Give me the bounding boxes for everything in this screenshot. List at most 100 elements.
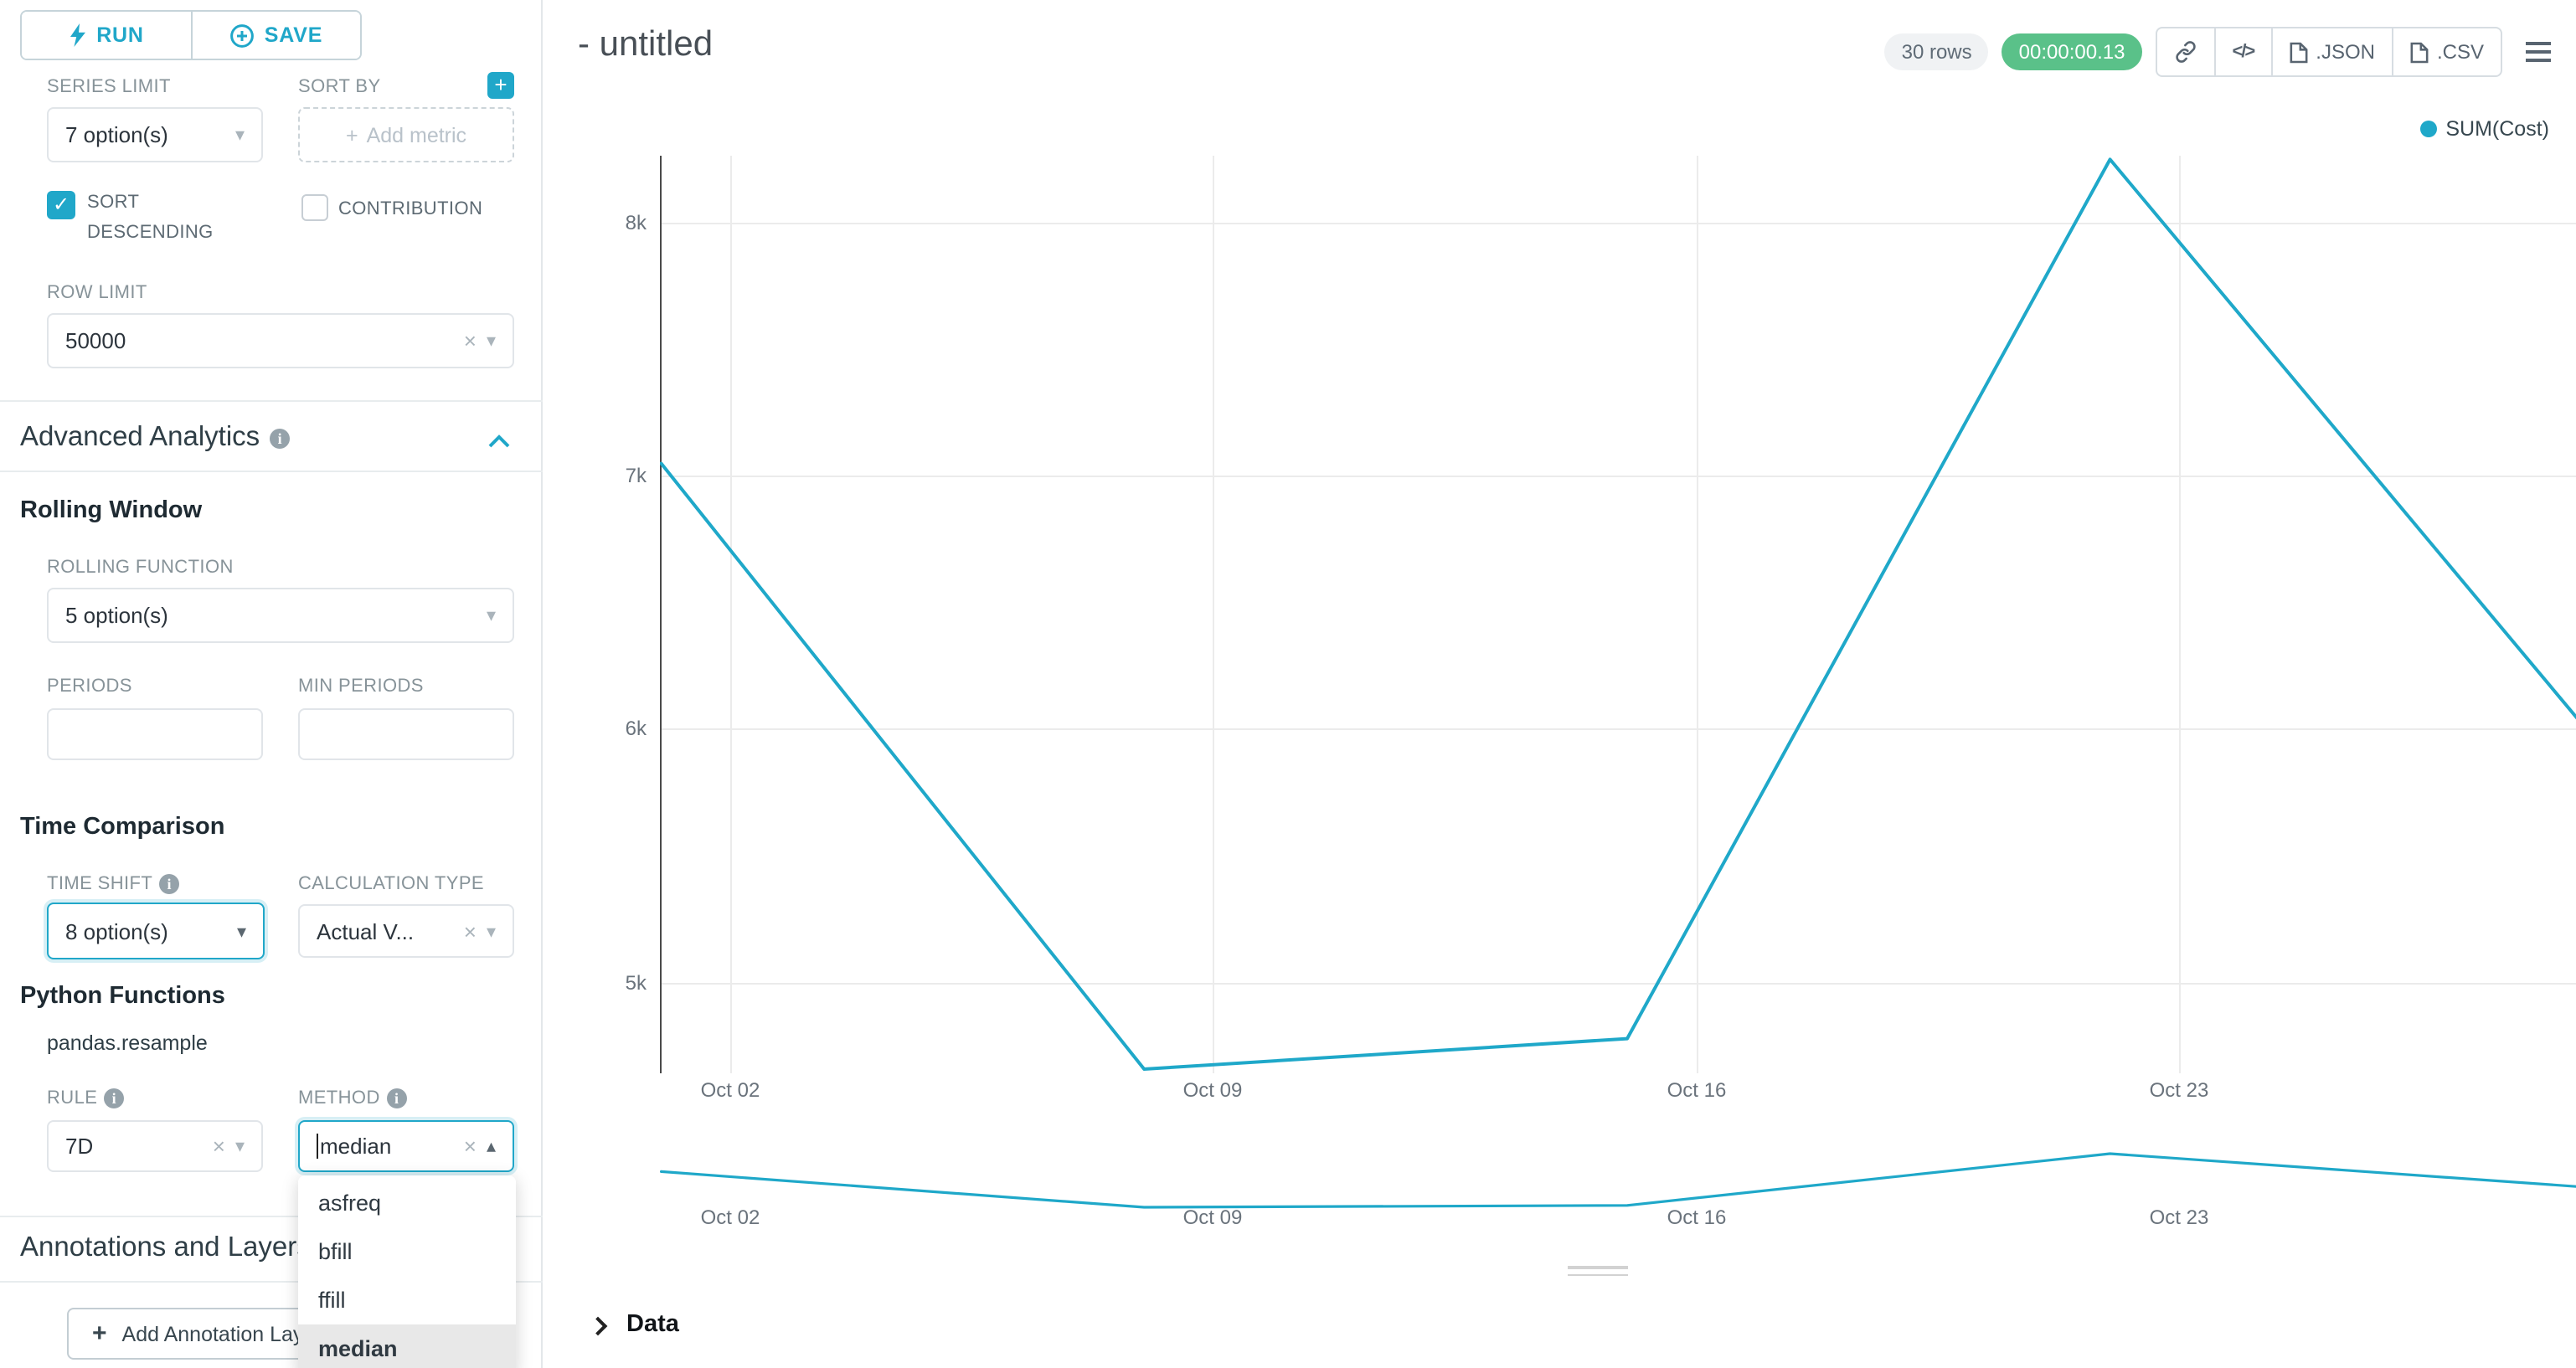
header-actions: 30 rows 00:00:00.13 </> .J: [1884, 27, 2559, 77]
chart-title[interactable]: - untitled: [578, 25, 714, 64]
mini-x-tick-label: Oct 23: [2149, 1206, 2209, 1229]
y-tick-label: 8k: [625, 211, 647, 234]
time-shift-select[interactable]: 8 option(s) ▾: [47, 903, 265, 959]
legend-dot-icon: [2420, 121, 2438, 137]
method-value: median: [320, 1134, 392, 1159]
section-divider: [0, 1281, 543, 1283]
section-divider: [0, 471, 543, 472]
mini-x-tick-label: Oct 02: [700, 1206, 760, 1229]
text-cursor: [317, 1134, 318, 1159]
sort-descending-checkbox[interactable]: ✓: [47, 191, 75, 219]
chart-panel: - untitled 30 rows 00:00:00.13 </>: [543, 0, 2576, 1368]
method-option-median[interactable]: median: [298, 1324, 516, 1368]
chevron-down-icon: ▾: [486, 606, 496, 626]
advanced-analytics-title: Advanced Analytics: [20, 422, 260, 452]
annotations-title: Annotations and Layers: [20, 1232, 311, 1263]
gridline: [1213, 156, 1214, 1073]
copy-link-button[interactable]: [2155, 27, 2216, 77]
sort-by-label: SORT BY: [298, 77, 381, 97]
method-label: METHOD i: [298, 1088, 407, 1108]
method-option-ffill[interactable]: ffill: [318, 1288, 346, 1313]
add-metric-placeholder: Add metric: [366, 123, 467, 147]
mini-x-tick-label: Oct 09: [1182, 1206, 1243, 1229]
min-periods-input[interactable]: [298, 708, 514, 760]
rule-select[interactable]: 7D × ▾: [47, 1120, 263, 1172]
mini-preview-chart[interactable]: [660, 1147, 2576, 1222]
calculation-type-select[interactable]: Actual V... × ▾: [298, 904, 514, 958]
gridline: [660, 476, 2576, 477]
advanced-analytics-header[interactable]: Advanced Analytics i: [20, 422, 291, 454]
rule-value: 7D: [65, 1134, 94, 1159]
method-combobox[interactable]: median × ▴: [298, 1120, 514, 1172]
gridline: [2179, 156, 2181, 1073]
run-button[interactable]: RUN: [22, 12, 190, 59]
annotations-header[interactable]: Annotations and Layers: [20, 1232, 311, 1264]
save-button[interactable]: SAVE: [190, 12, 360, 59]
contribution-label: CONTRIBUTION: [338, 199, 483, 219]
method-option-bfill[interactable]: bfill: [318, 1239, 353, 1264]
rolling-function-select[interactable]: 5 option(s) ▾: [47, 588, 514, 643]
file-icon: [2410, 41, 2429, 63]
clear-icon[interactable]: ×: [212, 1134, 225, 1159]
clear-icon[interactable]: ×: [463, 918, 477, 944]
series-limit-select[interactable]: 7 option(s) ▾: [47, 107, 263, 162]
mini-series-line: [660, 1152, 2576, 1209]
series-limit-label: SERIES LIMIT: [47, 77, 171, 97]
info-icon: i: [159, 874, 180, 894]
row-limit-select[interactable]: 50000 × ▾: [47, 313, 514, 368]
chevron-down-icon: ▾: [486, 922, 496, 942]
info-icon: i: [386, 1088, 407, 1108]
data-panel-toggle[interactable]: Data: [588, 1311, 679, 1338]
rolling-function-value: 5 option(s): [65, 603, 168, 628]
plus-icon: +: [345, 123, 358, 147]
clear-icon[interactable]: ×: [463, 1134, 477, 1159]
chevron-down-icon: ▾: [234, 126, 245, 146]
calculation-type-label: CALCULATION TYPE: [298, 874, 484, 894]
mini-x-tick-label: Oct 16: [1667, 1206, 1727, 1229]
y-tick-label: 5k: [625, 971, 647, 995]
view-query-button[interactable]: </>: [2213, 27, 2273, 77]
calculation-type-value: Actual V...: [317, 918, 415, 944]
series-line: [660, 157, 2576, 1071]
rolling-window-title: Rolling Window: [20, 497, 203, 524]
csv-label: .CSV: [2436, 40, 2484, 64]
gridline: [660, 983, 2576, 985]
method-option-asfreq[interactable]: asfreq: [318, 1191, 382, 1216]
y-axis-line: [660, 156, 662, 1073]
plus-circle-icon: [229, 23, 254, 47]
chart-legend[interactable]: SUM(Cost): [2420, 117, 2549, 141]
gridline: [1697, 156, 1698, 1073]
line-chart[interactable]: [660, 156, 2576, 1073]
resize-handle[interactable]: [1568, 1266, 1628, 1268]
hamburger-menu-icon[interactable]: [2516, 30, 2559, 74]
min-periods-label: MIN PERIODS: [298, 676, 424, 697]
sort-by-add-metric[interactable]: + Add metric: [298, 107, 514, 162]
export-csv-button[interactable]: .CSV: [2391, 27, 2502, 77]
row-limit-value: 50000: [65, 328, 126, 353]
save-button-label: SAVE: [264, 23, 323, 47]
add-metric-plus-icon[interactable]: +: [487, 72, 514, 99]
gridline: [730, 156, 732, 1073]
chevron-up-icon[interactable]: [487, 434, 511, 449]
contribution-checkbox[interactable]: [301, 194, 328, 221]
sort-descending-label: SORT DESCENDING: [87, 193, 214, 243]
info-icon: i: [104, 1088, 125, 1108]
export-json-button[interactable]: .JSON: [2270, 27, 2393, 77]
lightning-icon: [70, 23, 85, 47]
resize-handle[interactable]: [1568, 1273, 1628, 1276]
plus-icon: +: [92, 1319, 107, 1348]
check-icon: ✓: [52, 193, 70, 216]
row-limit-label: ROW LIMIT: [47, 283, 147, 303]
section-divider: [0, 400, 543, 402]
info-icon: i: [270, 428, 291, 448]
clear-icon[interactable]: ×: [463, 328, 477, 353]
chevron-up-icon: ▴: [486, 1137, 496, 1157]
x-tick-label: Oct 23: [2149, 1078, 2209, 1102]
x-tick-label: Oct 09: [1182, 1078, 1243, 1102]
export-button-group: </> .JSON .CSV: [2155, 27, 2502, 77]
x-tick-label: Oct 16: [1667, 1078, 1727, 1102]
periods-input[interactable]: [47, 708, 263, 760]
y-tick-label: 6k: [625, 717, 647, 740]
pandas-resample-label: pandas.resample: [47, 1031, 208, 1055]
